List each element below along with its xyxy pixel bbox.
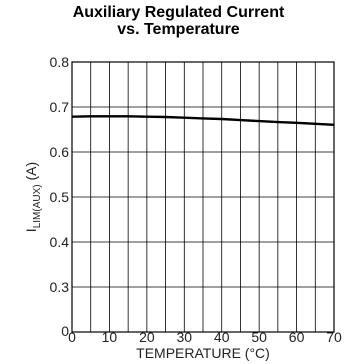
x-tick-label: 20 [139,329,155,345]
x-tick-label: 50 [251,329,267,345]
y-tick-label: 0.3 [50,279,70,295]
x-tick-labels: 0 10 20 30 40 50 60 70 [68,329,342,345]
y-tick-labels: 0 0.3 0.4 0.5 0.6 0.7 0.8 [50,54,70,339]
chart-title-line-2: vs. Temperature [117,21,240,38]
y-axis-label: ILIM(AUX) (A) [23,162,43,232]
data-series [71,115,335,126]
x-tick-label: 60 [289,329,305,345]
x-tick-label: 0 [68,329,76,345]
y-axis-label-subscript: LIM(AUX) [32,184,43,228]
x-tick-label: 30 [176,329,192,345]
x-tick-label: 40 [214,329,230,345]
grid-lines [72,62,334,332]
y-tick-label: 0.4 [50,234,70,250]
x-axis-label: TEMPERATURE (°C) [136,345,270,361]
chart-title-line-1: Auxiliary Regulated Current [72,4,285,21]
y-axis-label-main: I [23,228,39,232]
y-tick-label: 0.5 [50,189,70,205]
chart-title: Auxiliary Regulated Current vs. Temperat… [0,4,357,38]
y-tick-label: 0.7 [50,99,70,115]
y-tick-label: 0 [61,323,69,339]
y-tick-label: 0.8 [50,54,70,70]
x-tick-label: 10 [102,329,118,345]
y-axis-label-unit: (A) [23,162,39,185]
x-tick-label: 70 [326,329,342,345]
series-line [71,115,335,126]
y-tick-label: 0.6 [50,144,70,160]
plot-frame [71,61,335,333]
